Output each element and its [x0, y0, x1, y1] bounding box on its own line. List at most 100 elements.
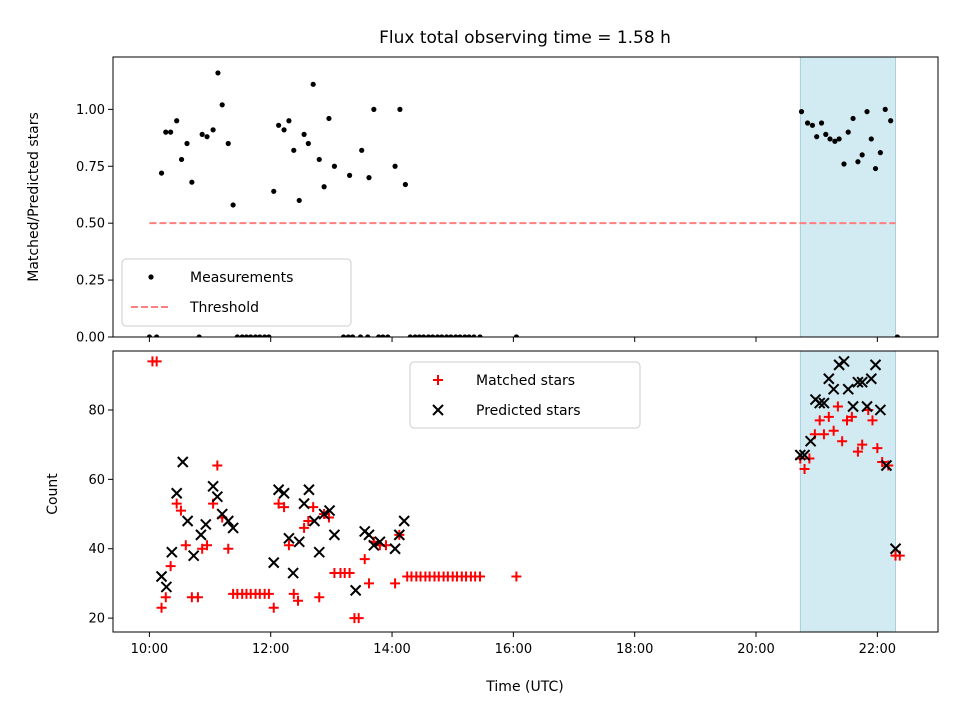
top-y-tick-label: 0.75 [76, 160, 105, 175]
predicted-star-point [293, 536, 305, 548]
predicted-star-point [818, 397, 830, 409]
matched-star-point [511, 571, 522, 582]
measurement-point [513, 334, 519, 337]
bottom-x-tick-label: 22:00 [859, 642, 896, 657]
matched-star-point [359, 554, 370, 565]
matched-star-point [180, 540, 191, 551]
predicted-star-point [349, 584, 362, 597]
measurement-point [814, 134, 820, 140]
predicted-star-point [323, 504, 336, 517]
top-y-tick-label: 0.00 [76, 331, 105, 346]
predicted-star-point [181, 515, 194, 527]
bottom-y-axis-label: Count [45, 473, 61, 515]
predicted-star-point [842, 383, 854, 395]
predicted-star-point [374, 536, 386, 548]
bottom-y-tick-label: 20 [88, 612, 105, 627]
top-series-measurements [146, 70, 900, 337]
predicted-star-point [177, 456, 189, 468]
bottom-x-tick-label: 14:00 [373, 642, 410, 657]
predicted-star-point [318, 508, 330, 520]
measurement-point [380, 334, 386, 337]
measurement-point [877, 150, 883, 156]
measurement-point [199, 131, 205, 137]
top-panel: 0.00 0.25 0.50 0.75 1.00 Measurements Threshol… [76, 56, 939, 346]
measurement-point [178, 156, 185, 163]
measurement-point [397, 106, 403, 112]
bottom-x-tick-label: 20:00 [737, 642, 774, 657]
matched-star-point [867, 415, 878, 426]
measurement-point [444, 334, 450, 337]
predicted-star-point [328, 529, 341, 541]
measurement-point [448, 334, 454, 337]
measurement-point [266, 334, 272, 337]
bottom-series-predicted-stars [155, 355, 902, 597]
predicted-star-point [170, 487, 183, 499]
predicted-star-point [827, 383, 840, 395]
measurement-point [818, 120, 825, 126]
measurement-point [471, 334, 477, 337]
matched-star-point [299, 522, 310, 533]
matched-star-point [846, 411, 857, 422]
predicted-star-point [272, 484, 285, 496]
matched-star-point [308, 502, 319, 513]
predicted-star-point [794, 449, 807, 461]
measurement-point [376, 334, 382, 337]
predicted-star-point [227, 522, 239, 534]
measurement-point [276, 122, 282, 128]
measurement-point [453, 334, 459, 337]
measurement-point [350, 334, 356, 337]
measurement-point [425, 334, 432, 337]
matched-star-point [852, 446, 863, 457]
measurement-point [882, 106, 888, 112]
measurement-point [407, 334, 413, 337]
measurement-point [146, 334, 152, 337]
measurement-point [243, 334, 250, 337]
measurement-point [462, 334, 468, 337]
measurement-point [331, 163, 338, 169]
legend-matched-marker [433, 375, 443, 385]
predicted-star-point [313, 546, 325, 558]
measurement-point [457, 334, 463, 337]
measurement-point [291, 147, 297, 153]
legend-box [409, 361, 641, 429]
measurement-point [804, 120, 811, 126]
measurement-point [836, 136, 842, 142]
bottom-y-tick-label: 80 [88, 403, 105, 418]
matched-star-point [823, 411, 834, 422]
measurement-point [262, 334, 268, 337]
bottom-axes-frame [112, 350, 939, 633]
predicted-star-point [222, 515, 234, 527]
predicted-star-point [847, 400, 859, 413]
matched-star-point [192, 592, 203, 603]
matched-star-point [344, 568, 355, 579]
matched-star-point [160, 592, 171, 603]
measurement-point [248, 334, 254, 337]
x-axis-label: Time (UTC) [485, 679, 563, 695]
matched-star-point [263, 588, 274, 599]
top-y-tick-label: 1.00 [76, 103, 105, 118]
measurement-point [850, 115, 856, 122]
top-plot-area [146, 70, 900, 337]
bottom-shaded-span [799, 350, 896, 633]
bottom-legend: Matched stars Predicted stars [409, 361, 641, 429]
matched-star-point [353, 613, 364, 624]
matched-star-point [268, 602, 279, 613]
matched-star-point [223, 543, 234, 554]
predicted-star-point [804, 435, 817, 447]
chart-title: Flux total observing time = 1.58 h [379, 28, 671, 48]
predicted-star-point [155, 570, 168, 583]
legend-predicted-label: Predicted stars [476, 403, 581, 419]
measurement-point [174, 118, 180, 124]
measurement-point [204, 134, 210, 140]
predicted-star-point [195, 529, 207, 541]
predicted-star-point [278, 487, 290, 499]
measurement-point [184, 140, 190, 147]
measurement-point [357, 334, 364, 337]
measurement-point [219, 102, 225, 108]
predicted-star-point [287, 567, 299, 579]
measurement-point [864, 109, 870, 115]
measurement-point [326, 115, 332, 122]
predicted-star-point [398, 515, 410, 527]
measurement-point [366, 175, 372, 181]
